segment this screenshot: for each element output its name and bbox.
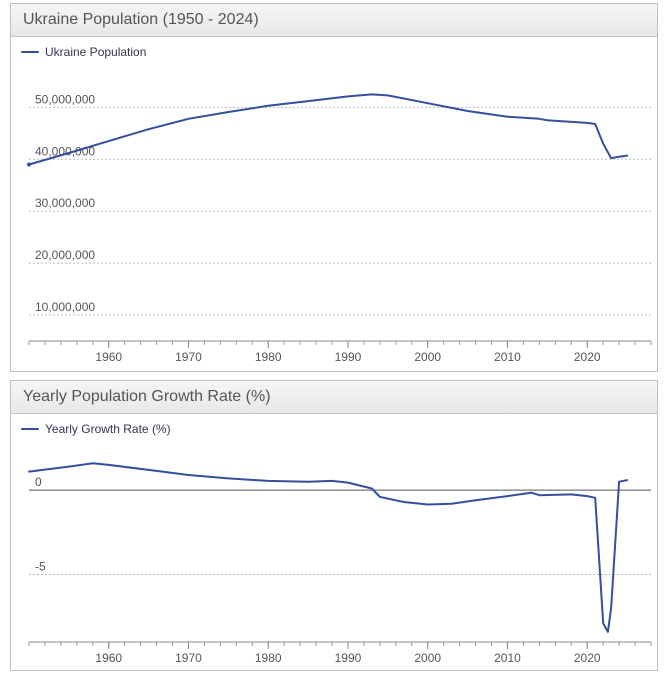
svg-text:1980: 1980 [255,651,282,665]
svg-text:1970: 1970 [175,350,202,364]
svg-text:40,000,000: 40,000,000 [35,144,95,158]
svg-text:0: 0 [35,475,42,489]
chart1-legend-swatch [21,51,39,53]
chart2-title: Yearly Population Growth Rate (%) [11,381,657,414]
svg-text:1990: 1990 [335,350,362,364]
svg-text:1960: 1960 [95,350,122,364]
svg-text:50,000,000: 50,000,000 [35,92,95,106]
svg-text:1970: 1970 [175,651,202,665]
chart1-legend-label: Ukraine Population [45,45,146,59]
chart2-legend-swatch [21,428,39,430]
svg-text:1980: 1980 [255,350,282,364]
population-chart-panel: Ukraine Population (1950 - 2024) Ukraine… [10,3,658,372]
svg-text:2020: 2020 [574,350,601,364]
svg-text:2010: 2010 [494,651,521,665]
svg-text:20,000,000: 20,000,000 [35,248,95,262]
chart2-plot: -5 0 1960 1970 1980 1990 2000 2010 2020 [11,438,657,670]
svg-text:1990: 1990 [335,651,362,665]
chart1-legend: Ukraine Population [11,37,657,61]
chart1-plot: 10,000,000 20,000,000 30,000,000 40,000,000… [11,61,657,371]
svg-text:2000: 2000 [414,651,441,665]
chart1-title: Ukraine Population (1950 - 2024) [11,4,657,37]
chart2-legend-label: Yearly Growth Rate (%) [45,422,171,436]
growthrate-chart-panel: Yearly Population Growth Rate (%) Yearly… [10,380,658,671]
svg-text:1960: 1960 [95,651,122,665]
svg-text:30,000,000: 30,000,000 [35,196,95,210]
chart2-legend: Yearly Growth Rate (%) [11,414,657,438]
svg-text:2010: 2010 [494,350,521,364]
svg-text:2000: 2000 [414,350,441,364]
svg-text:10,000,000: 10,000,000 [35,300,95,314]
svg-text:2020: 2020 [574,651,601,665]
svg-text:-5: -5 [35,560,46,574]
